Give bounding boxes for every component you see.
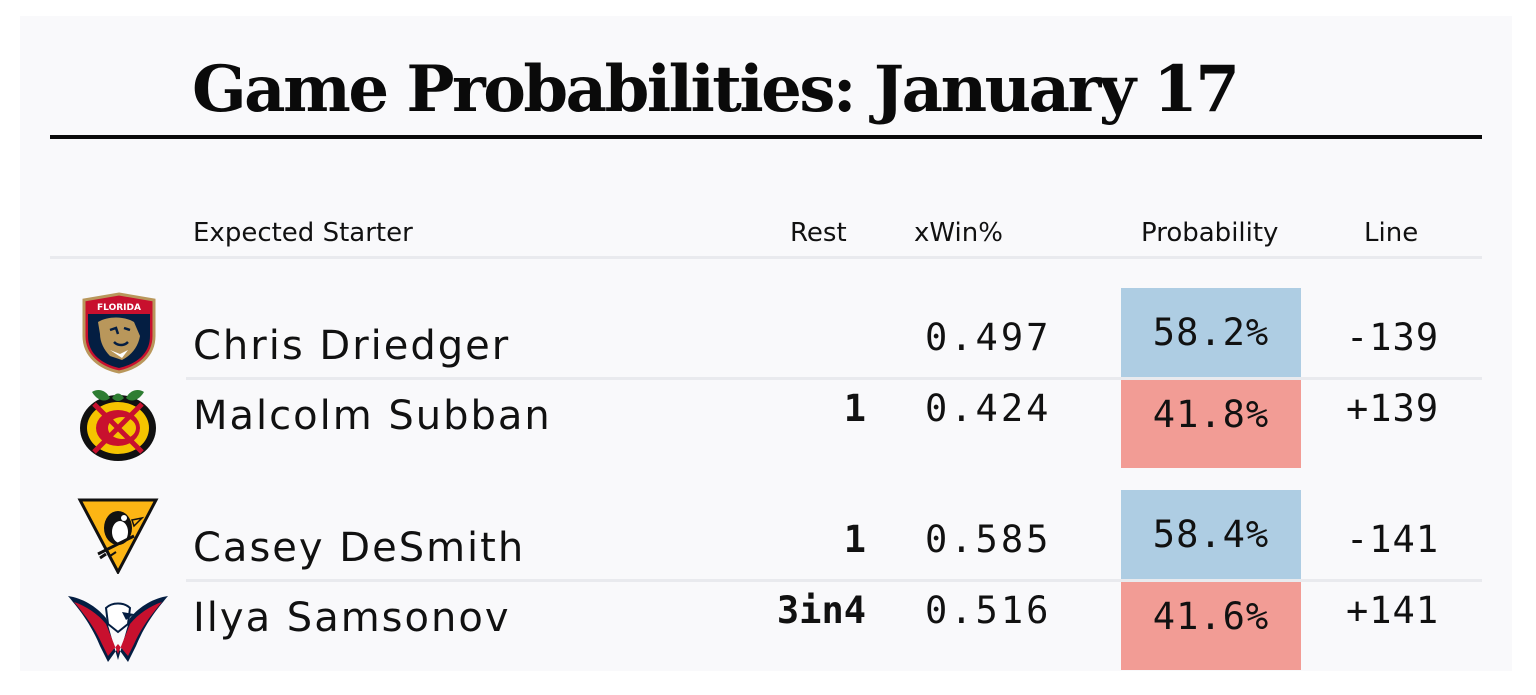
- column-header-rest: Rest: [790, 218, 847, 248]
- column-header-xwin: xWin%: [914, 218, 1003, 248]
- starter-name: Casey DeSmith: [193, 525, 526, 571]
- probability-value: 41.6%: [1152, 595, 1270, 638]
- florida-panthers-logo-icon: FLORIDA: [82, 292, 156, 374]
- line-value: -141: [1346, 518, 1440, 561]
- probability-cell-underdog: [1121, 380, 1301, 468]
- xwin-value: 0.497: [925, 316, 1052, 359]
- title-divider: [50, 135, 1482, 139]
- starter-name: Malcolm Subban: [193, 393, 552, 439]
- column-header-line: Line: [1364, 218, 1419, 248]
- row-divider: [186, 377, 1482, 380]
- rest-value: 1: [843, 387, 866, 430]
- column-header-probability: Probability: [1141, 218, 1279, 248]
- probability-value: 58.2%: [1152, 311, 1270, 354]
- probability-cell-favorite: [1121, 490, 1301, 579]
- probability-cell-underdog: [1121, 582, 1301, 670]
- starter-name: Chris Driedger: [193, 323, 511, 369]
- pittsburgh-penguins-logo-icon: [77, 498, 159, 574]
- probability-value: 41.8%: [1152, 393, 1270, 436]
- header-divider: [50, 256, 1482, 259]
- probability-cell-favorite: [1121, 288, 1301, 377]
- page-title: Game Probabilities: January 17: [192, 52, 1240, 127]
- row-divider: [186, 579, 1482, 582]
- line-value: +141: [1346, 589, 1440, 632]
- line-value: -139: [1346, 316, 1440, 359]
- xwin-value: 0.585: [925, 518, 1052, 561]
- xwin-value: 0.516: [925, 589, 1052, 632]
- line-value: +139: [1346, 387, 1440, 430]
- rest-value: 3in4: [776, 589, 866, 632]
- column-header-starter: Expected Starter: [193, 218, 413, 248]
- washington-capitals-logo-icon: [68, 596, 168, 662]
- rest-value: 1: [843, 518, 866, 561]
- starter-name: Ilya Samsonov: [193, 595, 511, 641]
- xwin-value: 0.424: [925, 387, 1052, 430]
- probability-value: 58.4%: [1152, 513, 1270, 556]
- florida-logo-text: FLORIDA: [97, 303, 141, 313]
- chicago-blackhawks-logo-icon: [80, 390, 156, 461]
